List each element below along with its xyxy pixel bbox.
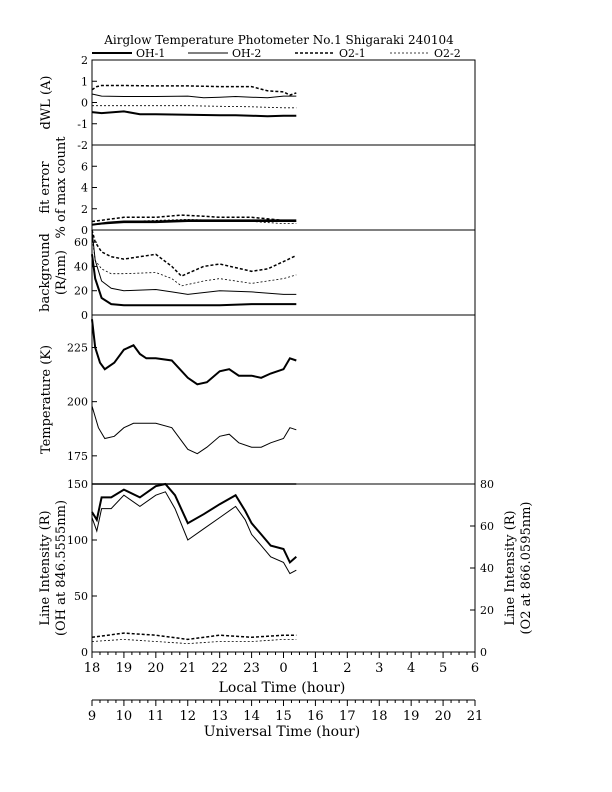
y-axis-label-2: (OH at 846.5555nm) [54, 500, 69, 636]
y2-tick-label: 80 [480, 478, 494, 491]
y-axis-label: Temperature (K) [39, 345, 54, 454]
utc-tick-label: 17 [339, 709, 356, 724]
series-o2-2 [92, 105, 297, 109]
local-tick-label: 0 [279, 661, 287, 676]
y-axis-label-2: % of max count [54, 136, 69, 239]
y-tick-label: 40 [74, 260, 88, 273]
utc-tick-label: 19 [403, 709, 420, 724]
series-oh-2 [91, 229, 297, 295]
y-tick-label: 225 [67, 342, 88, 355]
chart-panels: -2 -1 0 1 2 dWL (A) 0 2 4 6 fit error% of max coun… [38, 54, 534, 659]
utc-tick-label: 16 [307, 709, 324, 724]
y2-tick-label: 40 [480, 562, 494, 575]
y2-tick-label: 20 [480, 604, 494, 617]
y-tick-label: 150 [67, 478, 88, 491]
series-oh-2 [91, 93, 297, 99]
y-tick-label: 2 [81, 54, 88, 67]
panel-temperature: 175 200 225 Temperature (K) [39, 314, 476, 485]
series-oh-1 [91, 110, 297, 118]
y2-axis-label: Line Intensity (R) [503, 510, 518, 625]
y-tick-label: 0 [81, 646, 88, 659]
local-tick-label: 19 [116, 661, 133, 676]
utc-tick-label: 11 [148, 709, 165, 724]
utc-tick-label: 21 [467, 709, 484, 724]
y-tick-label: 200 [67, 396, 88, 409]
chart-title: Airglow Temperature Photometer No.1 Shig… [103, 33, 454, 47]
utc-tick-label: 15 [275, 709, 292, 724]
series-o2-2 [91, 236, 297, 287]
series-oh-2 [91, 405, 297, 455]
series-oh-1 [91, 482, 297, 565]
local-tick-label: 18 [84, 661, 101, 676]
local-tick-label: 23 [243, 661, 260, 676]
universal-time-axis-label: Universal Time (hour) [204, 724, 361, 740]
series-o2-1 [91, 229, 297, 277]
y-axis-label: fit error [38, 161, 53, 214]
panel-frame [91, 314, 476, 485]
y-tick-label: 0 [81, 97, 88, 110]
series-oh-2 [91, 221, 297, 226]
series-o2-1 [91, 632, 297, 641]
panel-fit_error: 0 2 4 6 fit error% of max count [38, 136, 476, 239]
legend-label-o2-1: O2-1 [339, 47, 366, 60]
y2-tick-label: 60 [480, 520, 494, 533]
local-tick-label: 1 [311, 661, 319, 676]
utc-tick-label: 14 [243, 709, 260, 724]
local-tick-label: 2 [343, 661, 351, 676]
local-tick-label: 20 [148, 661, 165, 676]
utc-tick-label: 18 [371, 709, 388, 724]
y-tick-label: 0 [81, 309, 88, 322]
local-tick-label: 3 [375, 661, 383, 676]
legend-label-oh-2: OH-2 [232, 47, 261, 60]
legend-label-o2-2: O2-2 [434, 47, 461, 60]
local-tick-label: 4 [407, 661, 415, 676]
y-tick-label: 50 [74, 590, 88, 603]
series-oh-1 [91, 319, 297, 386]
panel-background: 0 20 40 60 background (R/nm) [38, 229, 476, 322]
series-o2-1 [91, 84, 297, 96]
y-tick-label: 100 [67, 534, 88, 547]
local-tick-label: 6 [471, 661, 479, 676]
series-o2-1 [91, 214, 297, 223]
local-tick-label: 5 [439, 661, 447, 676]
y-tick-label: 6 [81, 160, 88, 173]
series-oh-2 [91, 491, 297, 575]
y-tick-label: 2 [81, 203, 88, 216]
y-tick-label: -2 [77, 139, 88, 152]
utc-tick-label: 10 [116, 709, 133, 724]
y-tick-label: 0 [81, 224, 88, 237]
utc-tick-label: 9 [88, 709, 96, 724]
panel-frame [91, 59, 476, 146]
y-axis-label-2: (R/nm) [54, 250, 69, 295]
series-o2-2 [91, 218, 297, 226]
time-axes: 18 19 20 21 22 23 0 1 2 3 4 5 69 10 11 12 13 14 15 16 17 18 19… [84, 652, 484, 724]
local-time-axis-label: Local Time (hour) [219, 680, 346, 696]
y-tick-label: 1 [81, 75, 88, 88]
y-tick-label: 20 [74, 285, 88, 298]
panel-frame [91, 483, 476, 653]
y-axis-label: dWL (A) [39, 76, 54, 130]
legend: OH-1 OH-2 O2-1 O2-2 [92, 47, 461, 60]
panel-dwl: -2 -1 0 1 2 dWL (A) [39, 54, 476, 152]
y2-tick-label: 0 [480, 646, 487, 659]
y-axis-label: Line Intensity (R) [38, 510, 53, 625]
y2-axis-label-2: (O2 at 866.0595nm) [519, 501, 534, 634]
y-tick-label: 4 [81, 182, 88, 195]
series-oh-1 [91, 254, 297, 307]
local-tick-label: 22 [211, 661, 228, 676]
y-tick-label: 175 [67, 450, 88, 463]
utc-tick-label: 12 [179, 709, 196, 724]
utc-tick-label: 13 [211, 709, 228, 724]
local-tick-label: 21 [179, 661, 196, 676]
y-axis-label: background [38, 233, 53, 312]
utc-tick-label: 20 [435, 709, 452, 724]
y-tick-label: -1 [77, 118, 88, 131]
series-o2-2 [91, 638, 297, 645]
y-tick-label: 60 [74, 236, 88, 249]
legend-label-oh-1: OH-1 [136, 47, 165, 60]
